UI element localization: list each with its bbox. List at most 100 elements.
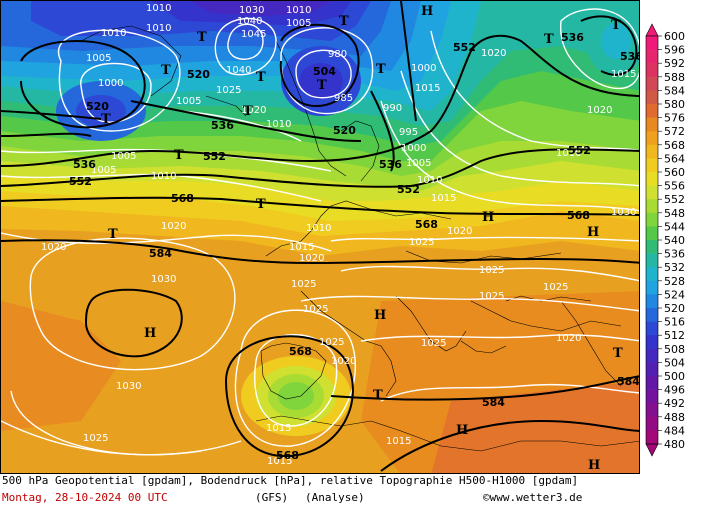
scale-tick-label: 508 [664,343,685,356]
scale-swatch [646,362,658,377]
scale-tick-label: 480 [664,438,685,451]
trough-marker: T [256,70,266,85]
scale-tick-label: 532 [664,261,685,274]
scale-tick-label: 484 [664,424,685,437]
scale-arrow-bottom [645,443,659,457]
high-marker: H [374,308,386,323]
scale-swatch [646,49,658,64]
scale-swatch [646,253,658,268]
geopotential-label: 536 [561,31,584,44]
pressure-label: 1005 [286,18,311,29]
trough-marker: T [613,346,623,361]
pressure-label: 1030 [116,381,141,392]
weather-map: 1010 1010 1005 1000 1005 1005 1005 1010 … [0,0,640,474]
scale-swatch [646,76,658,91]
high-marker: H [588,458,600,473]
geopotential-label: 552 [397,183,420,196]
pressure-label: 1025 [319,337,344,348]
trough-marker: T [339,14,349,29]
geopotential-label: 520 [187,68,210,81]
map-canvas: 1010 1010 1005 1000 1005 1005 1005 1010 … [1,1,639,473]
geopotential-label: 584 [149,247,172,260]
geopotential-label: 568 [415,218,438,231]
scale-swatch [646,403,658,418]
pressure-label: 1010 [417,175,442,186]
trough-marker: T [161,63,171,78]
trough-marker: T [243,104,253,119]
pressure-label: 1040 [237,16,262,27]
scale-arrow-top [645,23,659,37]
scale-swatch [646,335,658,350]
scale-tick-label: 492 [664,397,685,410]
scale-tick-label: 572 [664,125,685,138]
scale-swatch [646,104,658,118]
pressure-label: 1010 [286,5,311,16]
scale-tick-label: 596 [664,44,685,57]
scale-tick-label: 568 [664,139,685,152]
geopotential-label: 520 [333,124,356,137]
trough-marker: T [544,32,554,47]
trough-labels: T T T T T T T T T T T T T T T [101,14,623,403]
pressure-label: 1010 [151,171,176,182]
scale-tick-label: 524 [664,288,685,301]
pressure-label: 1000 [411,63,436,74]
scale-swatch [646,131,658,146]
copyright-notice: ©www.wetter3.de [483,491,583,504]
pressure-labels: 1010 1010 1005 1000 1005 1005 1005 1010 … [41,3,636,467]
pressure-label: 1015 [431,193,456,204]
scale-tick-label: 556 [664,180,685,193]
geopotential-label: 552 [568,144,591,157]
pressure-label: 1010 [266,119,291,130]
scale-swatch [646,389,658,404]
scale-swatch [646,172,658,186]
pressure-label: 1015 [267,456,292,467]
scale-swatch [646,267,658,282]
scale-swatch [646,376,658,390]
pressure-label: 985 [334,93,353,104]
pressure-label: 1025 [83,433,108,444]
pressure-label: 1020 [41,242,66,253]
pressure-label: 1020 [299,253,324,264]
scale-swatch [646,158,658,173]
pressure-label: 1020 [447,226,472,237]
pressure-label: 1025 [303,304,328,315]
scale-tick-label: 540 [664,234,685,247]
scale-tick-label: 548 [664,207,685,220]
scale-tick-label: 564 [664,152,685,165]
geopotential-label: 504 [313,65,336,78]
high-marker: H [144,326,156,341]
pressure-label: 1030 [239,5,264,16]
run-type: (Analyse) [305,491,365,504]
scale-swatch [646,294,658,309]
scale-swatch [646,144,658,159]
geopotential-layer [1,1,639,472]
isobar-layer [1,8,639,456]
trough-marker: T [174,148,184,163]
scale-tick-label: 544 [664,220,685,233]
pressure-label: 1040 [226,65,251,76]
pressure-label: 1005 [91,165,116,176]
color-scale-svg: 6005965925885845805765725685645605565525… [645,23,685,457]
scale-tick-label: 584 [664,84,685,97]
scale-swatch [646,63,658,78]
pressure-label: 1045 [241,29,266,40]
pressure-label: 980 [328,49,347,60]
geopotential-label: 536 [379,158,402,171]
pressure-label: 1025 [291,279,316,290]
high-marker: H [421,4,433,19]
geopotential-label: 584 [482,396,505,409]
geopotential-label: 568 [276,449,299,462]
pressure-label: 1010 [146,23,171,34]
pressure-label: 1025 [479,291,504,302]
scale-tick-label: 560 [664,166,685,179]
pressure-label: 1020 [556,333,581,344]
geopotential-label: 536 [73,158,96,171]
geopotential-label: 552 [453,41,476,54]
trough-marker: T [256,197,266,212]
pressure-label: 1030 [151,274,176,285]
scale-tick-label: 496 [664,384,685,397]
scale-tick-label: 500 [664,370,685,383]
valid-date: Montag, 28-10-2024 00 UTC [2,491,168,504]
pressure-label: 1005 [406,158,431,169]
scale-tick-label: 520 [664,302,685,315]
